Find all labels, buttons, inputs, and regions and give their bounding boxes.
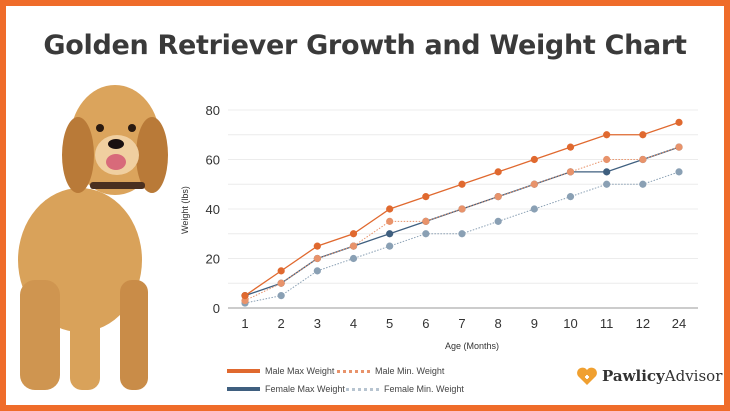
data-point [458,230,466,238]
legend-swatch [227,369,260,373]
x-tick-label: 24 [672,316,686,331]
data-point [422,217,430,225]
x-tick-label: 2 [278,316,285,331]
data-point [277,292,285,300]
data-point [603,180,611,188]
golden-retriever-image [18,85,168,390]
data-point [386,205,394,213]
legend-item-male-min: Male Min. Weight [337,366,444,376]
legend-swatch [337,369,370,373]
data-point [422,193,430,201]
data-point [494,217,502,225]
data-point [639,155,647,164]
data-point [241,292,249,300]
legend-item-female-min: Female Min. Weight [346,384,464,394]
data-point [313,254,321,263]
x-tick-label: 3 [314,316,321,331]
data-point [530,205,538,213]
x-tick-label: 8 [495,316,502,331]
data-point [422,230,430,238]
data-point [603,131,611,139]
legend-swatch [227,387,260,391]
data-point [530,155,538,164]
data-point [349,254,358,263]
x-tick-label: 4 [350,316,357,331]
data-point [566,143,575,151]
data-point [458,205,466,213]
data-point [386,230,394,238]
data-point [277,279,285,287]
x-tick-label: 9 [531,316,538,331]
data-point [349,230,358,238]
data-point [458,180,466,188]
data-point [639,131,647,139]
data-point [494,168,502,176]
paw-heart-icon [577,367,597,385]
data-point [386,242,394,250]
x-tick-label: 6 [422,316,429,331]
y-tick-label: 40 [206,202,220,217]
data-point [675,168,683,176]
y-tick-label: 60 [206,153,220,168]
legend-swatch [346,387,379,391]
legend-item-male-max: Male Max Weight [227,366,334,376]
y-tick-label: 20 [206,252,220,267]
data-point [349,242,358,250]
data-point [603,155,611,164]
series-line-2 [244,146,680,297]
x-tick-label: 5 [386,316,393,331]
x-tick-label: 10 [563,316,577,331]
data-point [313,242,321,250]
series-line-1 [244,146,680,302]
x-tick-label: 11 [600,316,614,331]
data-point [241,296,249,305]
data-point [675,143,683,151]
data-point [494,193,502,201]
data-point [566,193,575,201]
y-axis-label: Weight (lbs) [180,186,190,234]
data-point [530,180,538,188]
x-tick-label: 1 [241,316,248,331]
data-point [386,217,394,225]
data-point [639,180,647,188]
x-tick-label: 12 [636,316,650,331]
page-title: Golden Retriever Growth and Weight Chart [43,30,687,61]
legend-item-female-max: Female Max Weight [227,384,345,394]
data-point [277,267,285,275]
y-tick-label: 0 [213,301,220,316]
data-point [675,118,683,126]
data-point [566,168,575,176]
data-point [313,267,321,275]
pawlicy-advisor-logo: Pawlicy Advisor [576,366,722,386]
x-axis-label: Age (Months) [445,341,499,351]
y-tick-label: 80 [206,103,220,118]
x-tick-label: 7 [458,316,465,331]
data-point [603,168,611,176]
